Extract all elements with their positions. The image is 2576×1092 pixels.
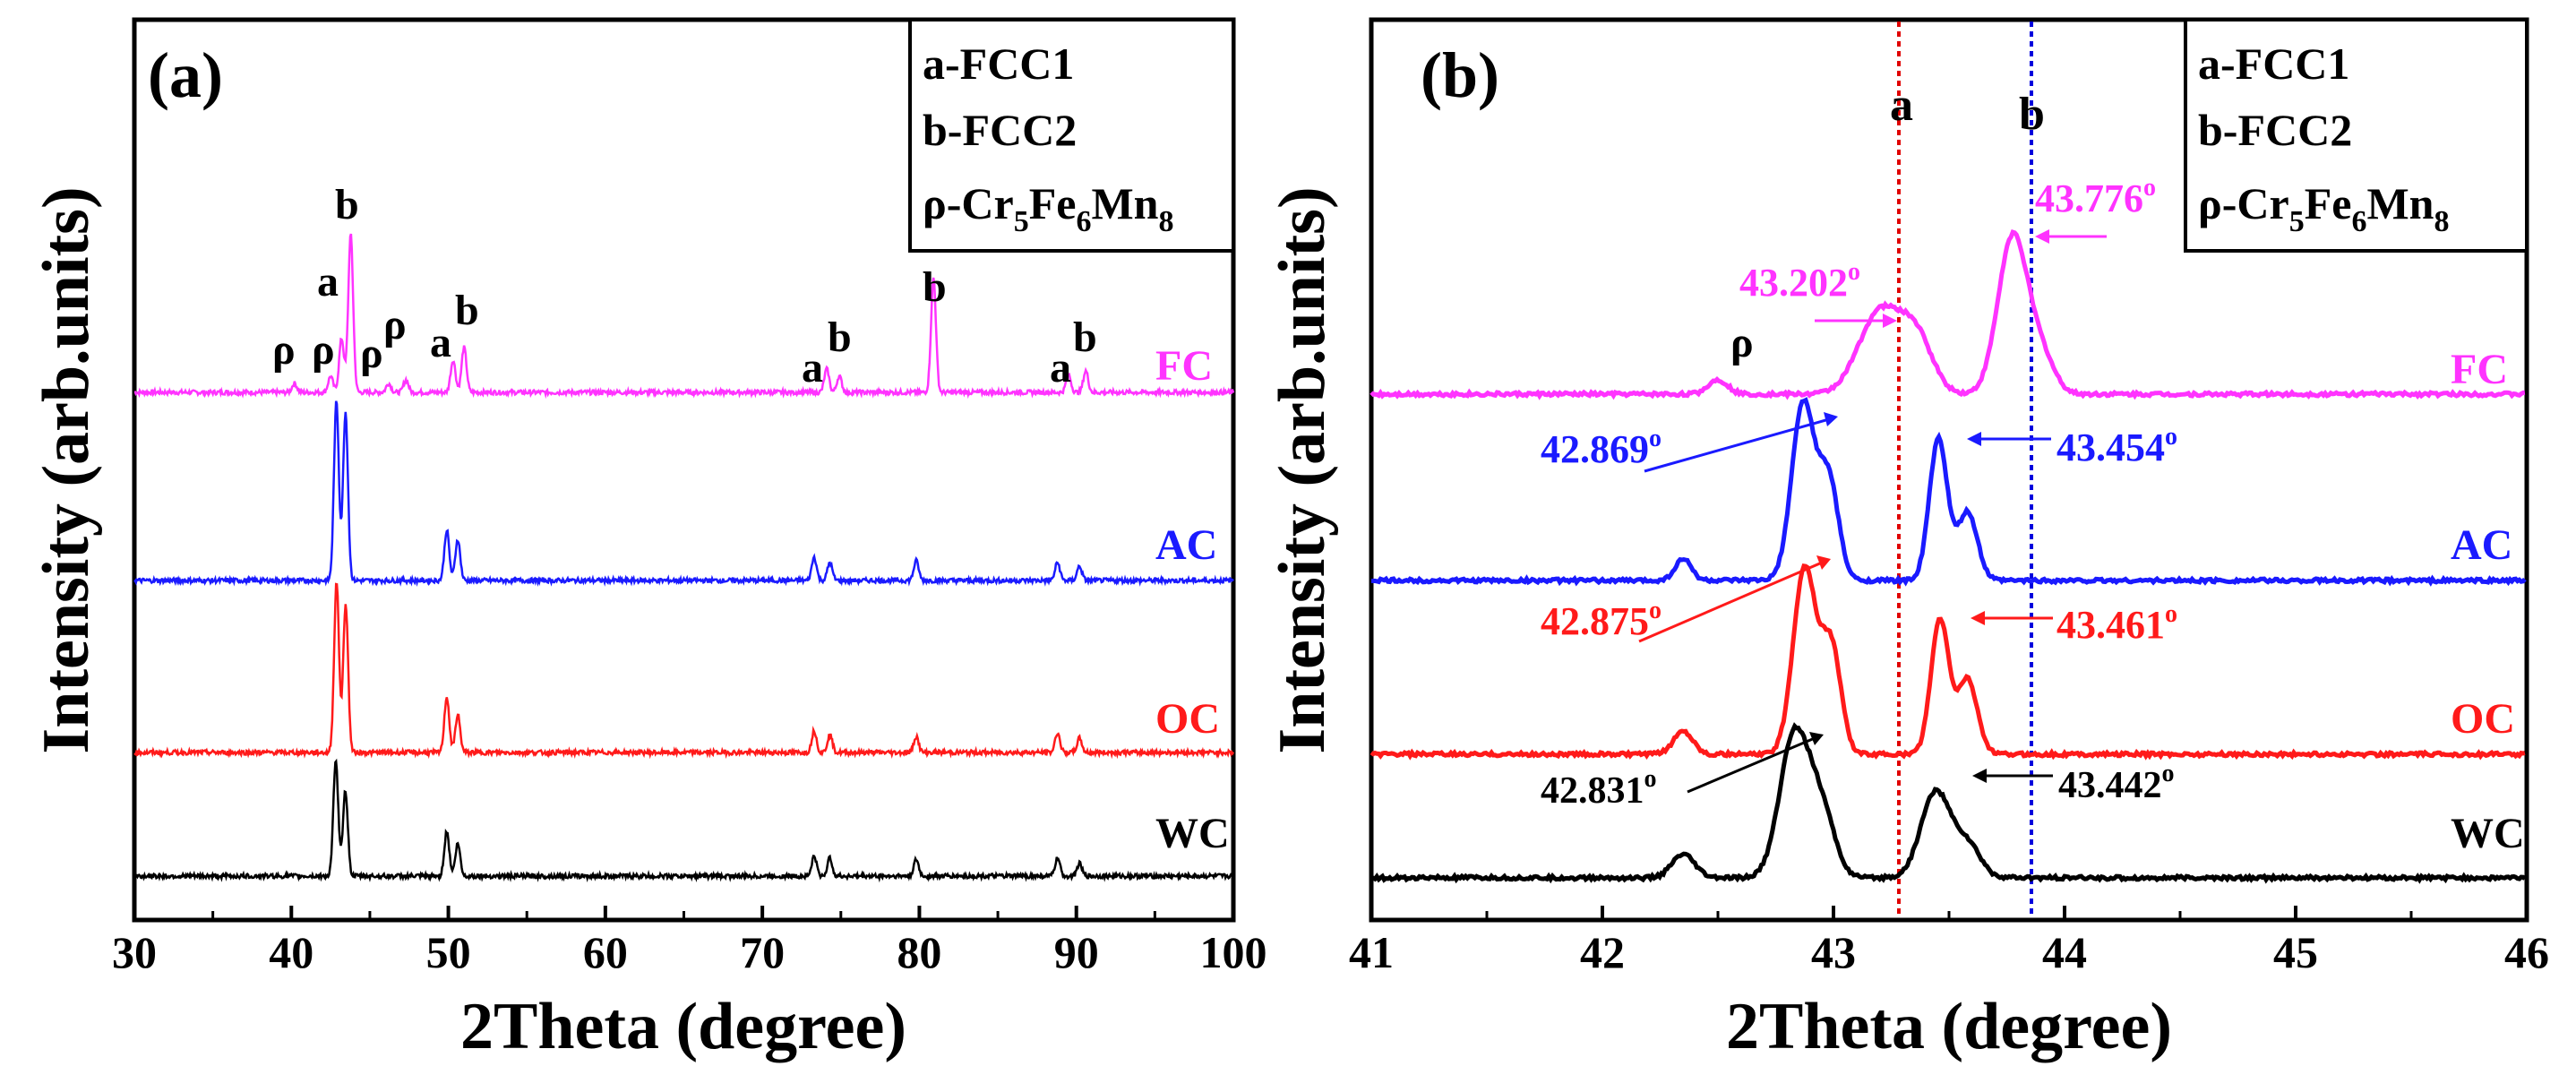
annotation-label-43202: 43.202o: [1739, 258, 1860, 305]
legend-b-fcc2: b-FCC2: [2198, 105, 2352, 155]
annotation-arrow: [1687, 736, 1816, 794]
xrd-line-fc-b: [1370, 228, 2526, 400]
panel-b-y-label: Intensity (arb.units): [1266, 186, 1339, 753]
x-tick-label: 41: [1349, 927, 1394, 977]
series-label-ac-b: AC: [2451, 521, 2512, 569]
x-tick-label: 42: [1580, 927, 1625, 977]
panel-b-frame: [1369, 17, 2529, 923]
x-tick-label: 100: [1200, 927, 1267, 977]
xrd-line-wc-a: [133, 758, 1234, 883]
x-tick-label: 44: [2042, 927, 2087, 977]
panel-b-x-label: 2Theta (degree): [1726, 990, 2172, 1063]
panel-a-x-label: 2Theta (degree): [460, 990, 906, 1063]
series-label-ac-a: AC: [1155, 521, 1217, 569]
x-tick-label: 46: [2504, 927, 2549, 977]
x-tick-label: 70: [740, 927, 785, 977]
xrd-line-fc-a: [133, 233, 1235, 400]
panel-a: 30 40 50 60 70 80 90 100 (a) a-FCC1 b-FCC2 ρ-Cr…: [30, 17, 1267, 1063]
annotation-arrow: [1644, 417, 1830, 473]
xrd-line-oc-b: [1370, 563, 2526, 761]
peak-letter-a: a: [802, 344, 823, 391]
legend-a-rho: ρ-Cr5Fe6Mn8: [923, 178, 1173, 238]
panel-b-annotations: 43.202o 43.776o 42.869o 43.454o 42.875o …: [1541, 174, 2177, 812]
annotation-label-42831: 42.831o: [1541, 765, 1657, 812]
peak-letter-b: b: [828, 314, 852, 361]
x-tick-label: 30: [112, 927, 157, 977]
xrd-line-ac-b: [1371, 397, 2527, 587]
annotation-arrow: [1638, 561, 1823, 643]
peak-letter-a: a: [1050, 344, 1071, 391]
peak-letter-rho: ρ: [312, 326, 335, 374]
annotation-label-42869: 42.869o: [1541, 425, 1662, 471]
annotation-label-42875: 42.875o: [1541, 597, 1662, 643]
peak-letter-rho: ρ: [272, 326, 296, 374]
annotation-arrowhead: [1972, 769, 1987, 783]
annotation-arrowhead: [2035, 229, 2049, 244]
panel-b-label: (b): [1421, 39, 1499, 111]
annotation-arrowhead: [1816, 555, 1831, 570]
series-label-oc-b: OC: [2451, 695, 2515, 743]
peak-letter-a: a: [430, 319, 451, 366]
annotation-arrowhead: [1967, 432, 1981, 446]
x-tick-label: 50: [426, 927, 471, 977]
series-label-wc-b: WC: [2451, 810, 2525, 857]
panel-a-x-ticks: 30 40 50 60 70 80 90 100: [112, 906, 1267, 977]
series-label-wc-a: WC: [1155, 810, 1230, 857]
peak-letter-b: b: [923, 263, 947, 311]
series-label-fc-b: FC: [2451, 346, 2508, 393]
panel-b-curves: [1370, 228, 2527, 884]
annotation-label-43776: 43.776o: [2035, 174, 2156, 220]
legend-b-fcc1: a-FCC1: [2198, 39, 2349, 89]
x-tick-label: 43: [1811, 927, 1856, 977]
x-tick-label: 40: [269, 927, 313, 977]
annotation-arrowhead: [1883, 314, 1897, 328]
series-label-oc-a: OC: [1155, 695, 1220, 743]
xrd-line-ac-a: [133, 400, 1234, 588]
panel-a-y-label: Intensity (arb.units): [30, 186, 103, 753]
legend-a-fcc2: b-FCC2: [923, 105, 1077, 155]
panel-a-label: (a): [148, 39, 223, 111]
series-label-fc-a: FC: [1155, 342, 1213, 390]
panel-a-frame: [132, 17, 1236, 923]
peak-letter-a: a: [317, 258, 339, 305]
ref-line-a-label: a: [1890, 80, 1913, 131]
annotation-label-43454: 43.454o: [2057, 423, 2177, 469]
annotation-label-43442: 43.442o: [2058, 760, 2175, 806]
panel-a-legend: a-FCC1 b-FCC2 ρ-Cr5Fe6Mn8: [908, 18, 1235, 253]
peak-letter-rho: ρ: [360, 330, 383, 377]
legend-a-fcc1: a-FCC1: [923, 39, 1074, 89]
xrd-line-oc-a: [133, 582, 1235, 760]
peak-letter-b: b: [455, 287, 479, 334]
x-tick-label: 90: [1054, 927, 1099, 977]
panel-a-peak-letters: ρ ρ a b ρ ρ a b a b b a b: [272, 181, 1097, 391]
legend-b-rho: ρ-Cr5Fe6Mn8: [2198, 178, 2449, 238]
peak-letter-b: b: [1073, 314, 1097, 361]
panel-b-legend: a-FCC1 b-FCC2 ρ-Cr5Fe6Mn8: [2184, 18, 2529, 253]
peak-letter-b: b: [335, 181, 359, 228]
x-tick-label: 60: [583, 927, 628, 977]
annotation-arrowhead: [1971, 611, 1985, 625]
ref-line-b-label: b: [2019, 89, 2045, 140]
annotation-arrowhead: [1809, 732, 1824, 745]
x-tick-label: 80: [897, 927, 941, 977]
panel-b-x-ticks: 41 42 43 44 45 46: [1349, 906, 2549, 977]
x-tick-label: 45: [2273, 927, 2318, 977]
rho-peak-label-b: ρ: [1730, 319, 1754, 366]
peak-letter-rho: ρ: [383, 301, 407, 348]
annotation-label-43461: 43.461o: [2057, 600, 2177, 647]
panel-a-curves: [133, 233, 1235, 883]
panel-b: 41 42 43 44 45 46 (b) a b a-FCC1 b-FCC2 ρ-Cr5…: [1266, 17, 2549, 1063]
xrd-line-wc-b: [1370, 722, 2527, 884]
annotation-arrowhead: [1824, 412, 1838, 426]
